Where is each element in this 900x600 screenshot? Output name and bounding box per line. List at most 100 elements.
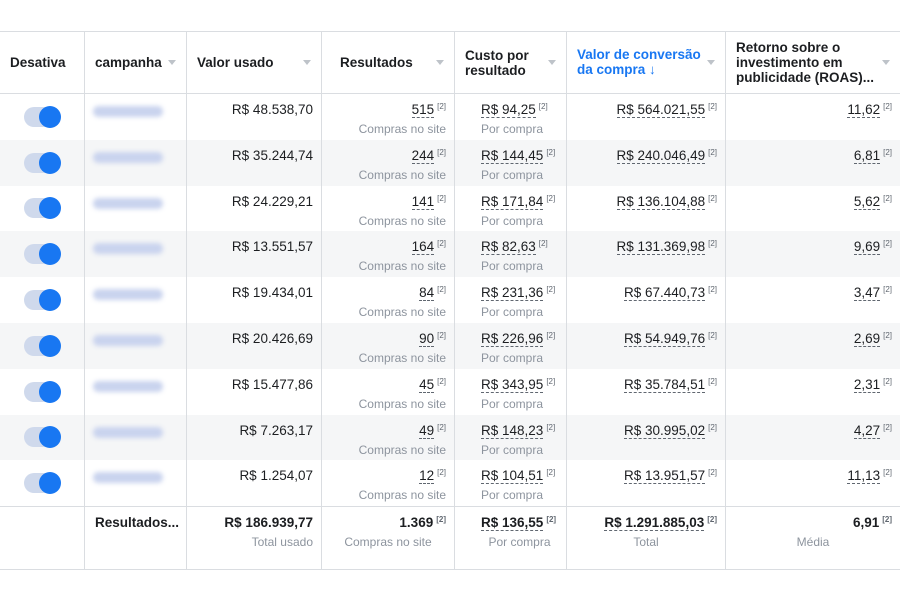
- campaign-name-redacted[interactable]: [93, 106, 163, 117]
- roas-cell: 9,69 [2]: [726, 231, 900, 278]
- cost-per-result-cell-value: R$ 148,23 [2]: [481, 422, 558, 439]
- roas-cell-text[interactable]: 11,13: [847, 468, 881, 485]
- column-header-cost-label: Custo por resultado: [465, 48, 529, 78]
- campaign-toggle[interactable]: [24, 334, 61, 357]
- attribution-marker: [2]: [708, 285, 717, 295]
- campaign-toggle[interactable]: [24, 105, 61, 128]
- roas-cell-text[interactable]: 2,31: [853, 376, 881, 393]
- conversion-value-cell-text[interactable]: R$ 35.784,51: [624, 376, 706, 393]
- campaign-name-redacted[interactable]: [93, 334, 163, 346]
- column-header-conversion-value[interactable]: Valor de conversão da compra ↓: [567, 31, 726, 94]
- attribution-marker: [2]: [707, 515, 717, 525]
- conversion-value-cell-text[interactable]: R$ 240.046,49: [616, 147, 706, 164]
- results-cell-text[interactable]: 90: [419, 330, 435, 347]
- cost-per-result-cell-text[interactable]: R$ 171,84: [481, 193, 544, 210]
- campaign-name-redacted[interactable]: [93, 151, 163, 163]
- conversion-value-cell-text[interactable]: R$ 136.104,88: [616, 193, 706, 210]
- campaign-name-redacted[interactable]: [93, 289, 163, 301]
- cost-per-result-cell-subtext: Por compra: [481, 213, 544, 228]
- cost-per-result-cell-subtext: Por compra: [481, 167, 544, 182]
- cost-per-result-cell-subtext: Por compra: [481, 442, 544, 457]
- column-header-spent[interactable]: Valor usado: [187, 31, 322, 94]
- totals-conversion-value: R$ 1.291.885,03 [2] Total: [567, 506, 726, 571]
- cost-per-result-cell-text[interactable]: R$ 226,96: [481, 330, 544, 347]
- column-header-results[interactable]: Resultados: [322, 31, 455, 94]
- conversion-value-cell-text[interactable]: R$ 54.949,76: [624, 330, 706, 347]
- results-cell-text[interactable]: 141: [411, 193, 435, 210]
- sort-caret-icon[interactable]: [548, 60, 556, 65]
- campaign-toggle[interactable]: [24, 380, 61, 403]
- sort-caret-icon[interactable]: [436, 60, 444, 65]
- campaign-toggle[interactable]: [24, 243, 61, 266]
- results-cell-text[interactable]: 515: [411, 102, 435, 118]
- amount-spent-cell-value: R$ 13.551,57: [195, 239, 313, 254]
- conversion-value-cell-text[interactable]: R$ 13.951,57: [624, 468, 706, 485]
- conversion-value-cell-text[interactable]: R$ 67.440,73: [624, 285, 706, 302]
- roas-cell: 11,62 [2]: [726, 94, 900, 140]
- cost-per-result-cell-text[interactable]: R$ 231,36: [481, 285, 544, 302]
- roas-cell-text[interactable]: 2,69: [853, 330, 881, 347]
- roas-cell-value: 2,31 [2]: [734, 376, 892, 393]
- cost-per-result-cell-text[interactable]: R$ 82,63: [481, 239, 536, 256]
- results-cell-text[interactable]: 244: [411, 147, 435, 164]
- amount-spent-cell-value: R$ 7.263,17: [195, 423, 313, 438]
- campaign-name-redacted[interactable]: [93, 197, 163, 209]
- results-cell-text[interactable]: 49: [419, 422, 435, 439]
- conversion-value-cell-text[interactable]: R$ 564.021,55: [616, 102, 706, 118]
- roas-cell-text[interactable]: 11,62: [847, 102, 881, 118]
- roas-cell-text[interactable]: 3,47: [853, 285, 881, 302]
- campaign-toggle[interactable]: [24, 472, 61, 495]
- results-cell-text[interactable]: 45: [419, 376, 435, 393]
- sort-caret-icon[interactable]: [303, 60, 311, 65]
- toggle-knob: [39, 380, 61, 403]
- cost-per-result-cell-text[interactable]: R$ 148,23: [481, 422, 544, 439]
- column-header-roas[interactable]: Retorno sobre o investimento em publicid…: [726, 31, 900, 94]
- roas-cell-text[interactable]: 4,27: [853, 422, 881, 439]
- results-cell-text[interactable]: 164: [411, 239, 435, 256]
- amount-spent-cell: R$ 19.434,01: [187, 277, 322, 323]
- campaign-toggle[interactable]: [24, 426, 61, 449]
- results-cell-text[interactable]: 12: [419, 468, 435, 485]
- conversion-value-cell-text[interactable]: R$ 30.995,02: [624, 422, 706, 439]
- column-header-cost[interactable]: Custo por resultado: [455, 31, 567, 94]
- campaign-name-redacted[interactable]: [93, 243, 163, 255]
- amount-spent-cell: R$ 24.229,21: [187, 185, 322, 232]
- column-header-campaign[interactable]: campanha: [85, 31, 187, 94]
- attribution-marker: [2]: [883, 422, 892, 432]
- cost-per-result-cell: R$ 144,45 [2] Por compra: [455, 139, 567, 186]
- campaign-name-cell: [85, 277, 187, 323]
- sort-caret-icon[interactable]: [168, 60, 176, 65]
- cost-per-result-cell-text[interactable]: R$ 343,95: [481, 376, 544, 393]
- campaign-name-redacted[interactable]: [93, 426, 163, 438]
- roas-cell-text[interactable]: 5,62: [853, 193, 881, 210]
- roas-cell-text[interactable]: 6,81: [853, 147, 881, 164]
- sort-caret-icon[interactable]: [882, 60, 890, 65]
- column-header-toggle[interactable]: Desativa: [0, 31, 85, 94]
- campaign-toggle[interactable]: [24, 289, 61, 312]
- amount-spent-cell-text: R$ 7.263,17: [239, 422, 313, 438]
- campaign-name-redacted[interactable]: [93, 380, 163, 392]
- cost-per-result-cell-text[interactable]: R$ 94,25: [481, 102, 536, 118]
- campaign-toggle[interactable]: [24, 151, 61, 174]
- sort-caret-icon[interactable]: [707, 60, 715, 65]
- results-cell-subtext: Compras no site: [358, 305, 446, 320]
- cost-per-result-cell-text[interactable]: R$ 104,51: [481, 468, 544, 485]
- row-toggle-cell: [0, 322, 85, 369]
- totals-label: Resultados...: [85, 506, 187, 571]
- attribution-marker: [2]: [883, 285, 892, 295]
- campaign-toggle[interactable]: [24, 197, 61, 220]
- row-toggle-cell: [0, 277, 85, 323]
- campaign-name-cell: [85, 231, 187, 278]
- cost-per-result-cell-text[interactable]: R$ 144,45: [481, 147, 544, 164]
- amount-spent-cell-value: R$ 15.477,86: [195, 377, 313, 392]
- conversion-value-cell-text[interactable]: R$ 131.369,98: [616, 239, 706, 256]
- roas-cell-value: 5,62 [2]: [734, 193, 892, 210]
- attribution-marker: [2]: [437, 285, 446, 295]
- roas-cell-text[interactable]: 9,69: [853, 239, 881, 256]
- campaign-name-redacted[interactable]: [93, 472, 163, 484]
- results-cell: 45 [2] Compras no site: [322, 368, 455, 415]
- cost-per-result-cell: R$ 231,36 [2] Por compra: [455, 277, 567, 323]
- campaign-name-cell: [85, 460, 187, 507]
- results-cell-text[interactable]: 84: [419, 285, 435, 302]
- amount-spent-cell-text: R$ 13.551,57: [231, 239, 313, 255]
